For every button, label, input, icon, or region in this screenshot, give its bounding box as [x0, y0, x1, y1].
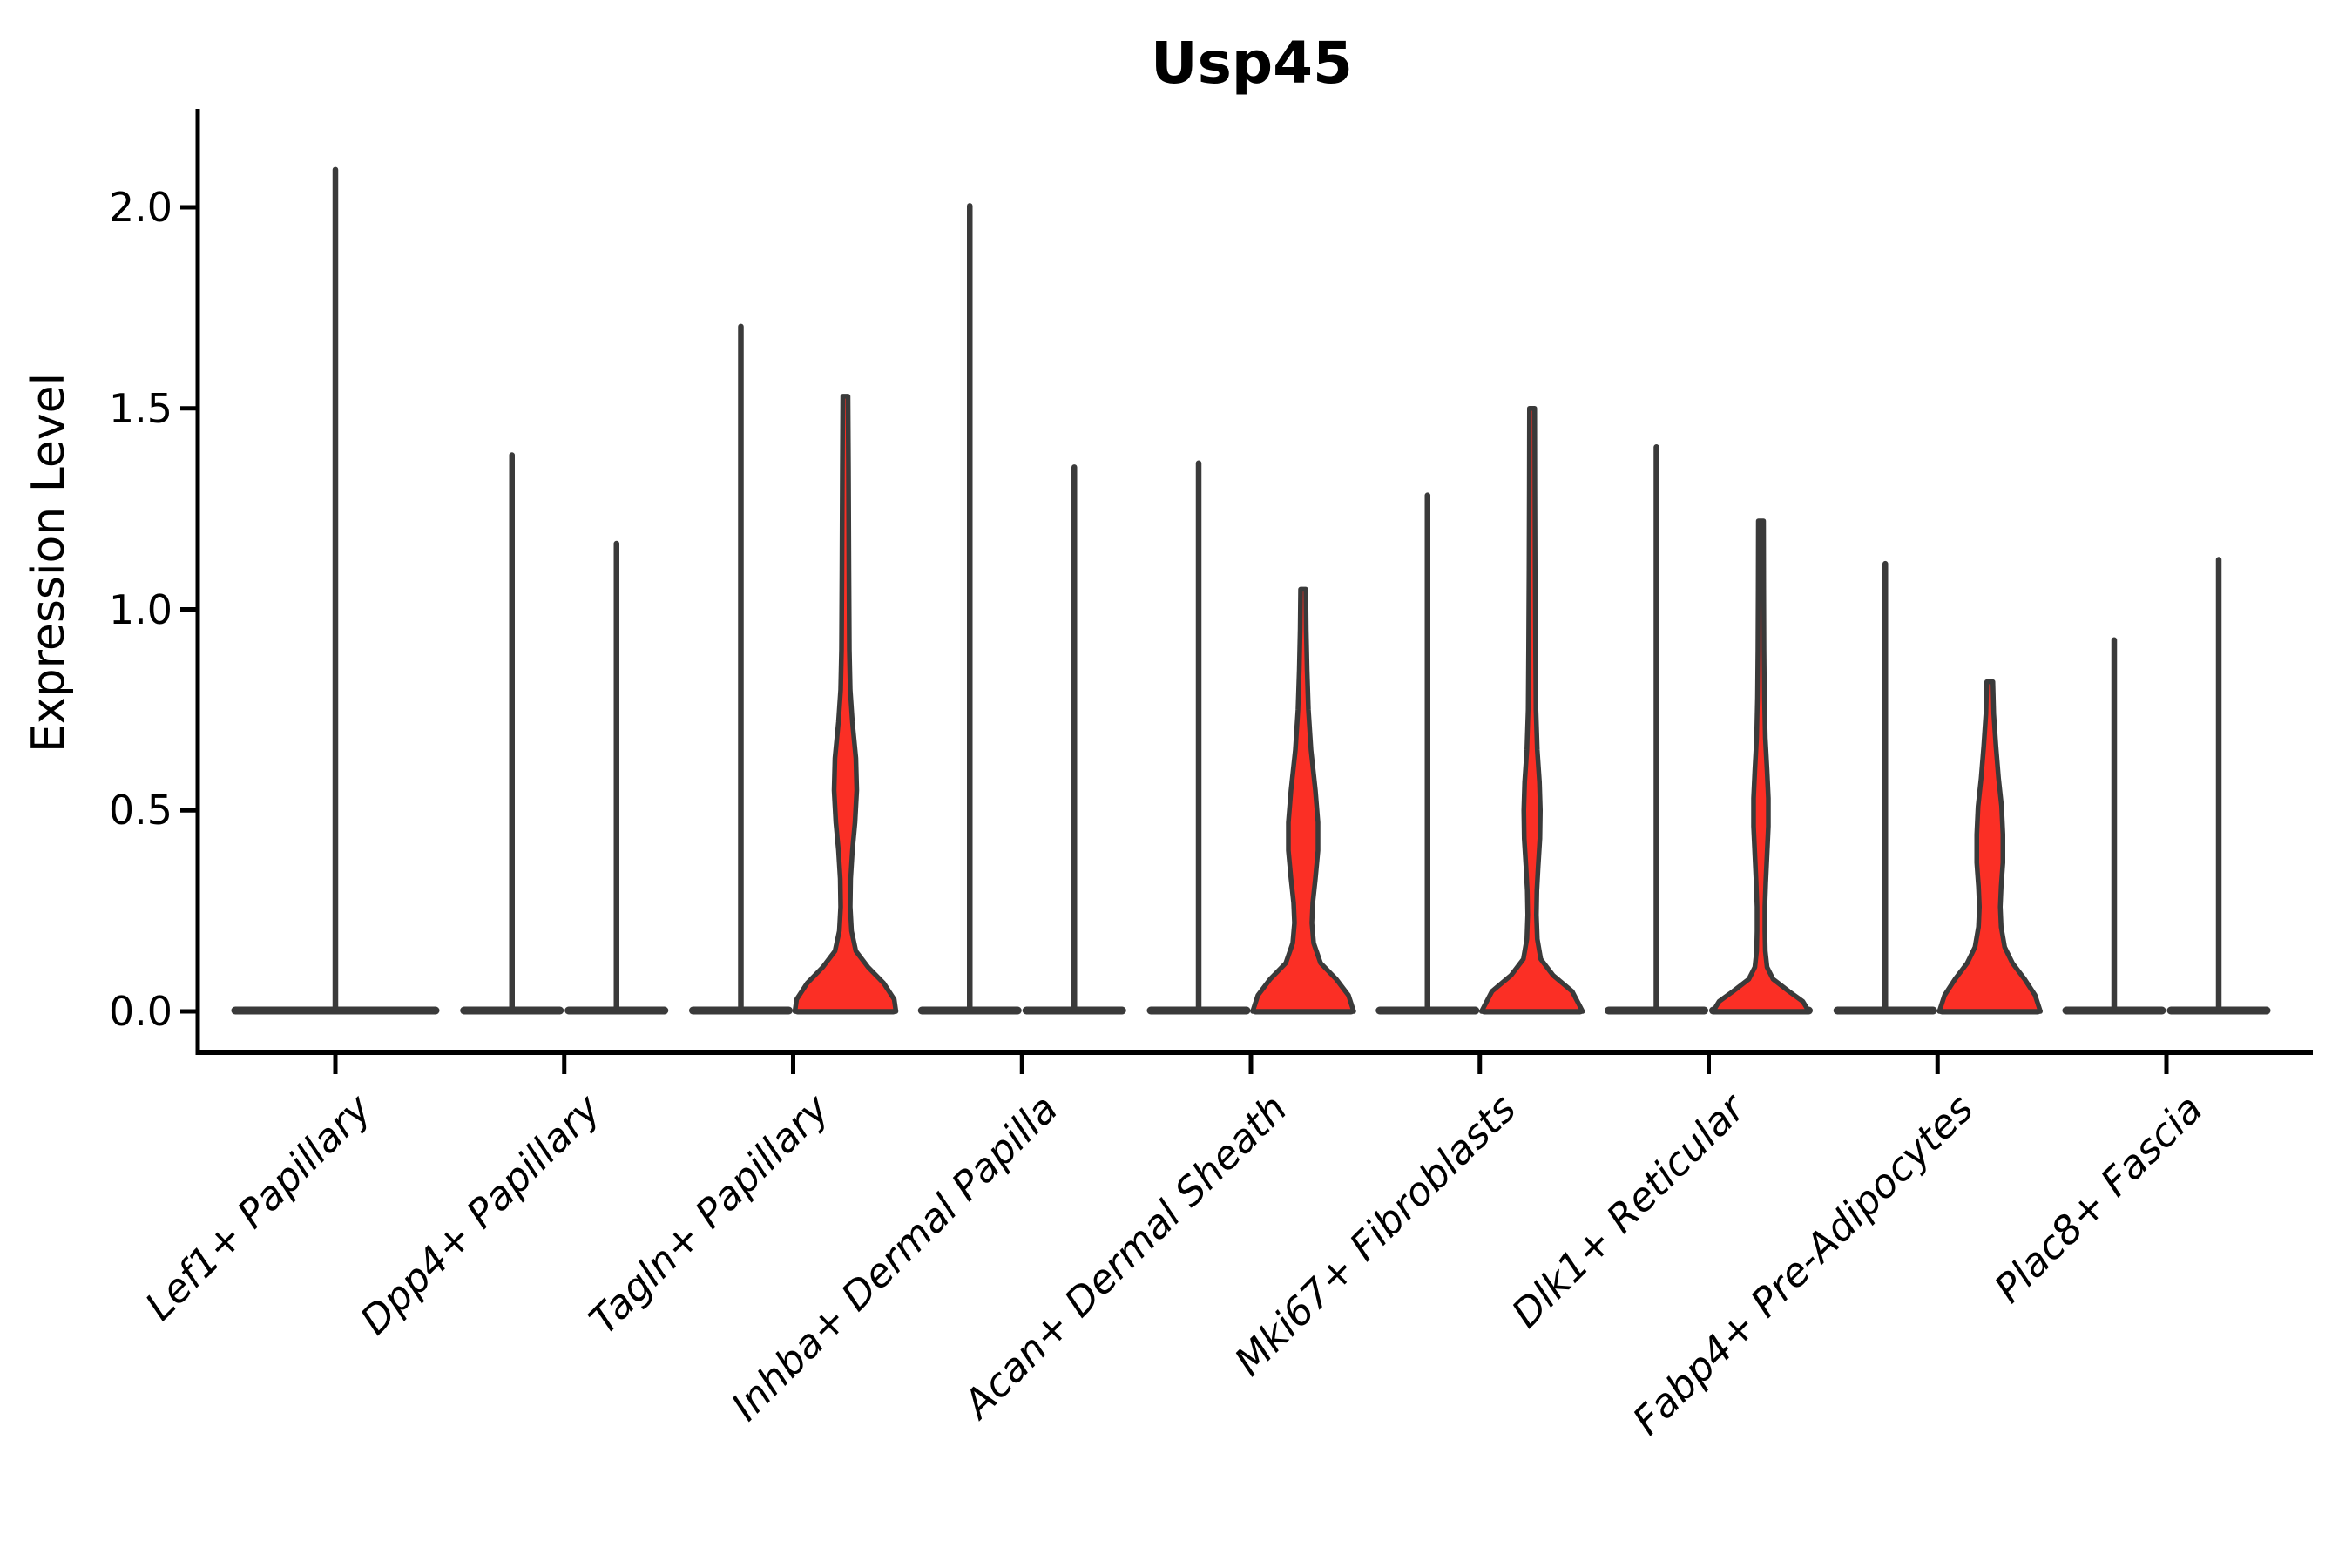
violin-filled-tagln-papillary-right	[792, 394, 899, 1014]
chart-title: Usp45	[1151, 30, 1353, 97]
violin-filled-mki67-fibroblasts-right	[1479, 406, 1585, 1014]
y-tick-label: 1.0	[108, 585, 172, 633]
violin-filled-fabp4-pre-adipocytes-right	[1936, 679, 2043, 1014]
violin-filled-dlk1-reticular-right	[1710, 518, 1812, 1014]
y-tick-label: 0.5	[108, 787, 172, 835]
y-tick-label: 2.0	[108, 184, 172, 231]
violin-filled-acan-dermal-sheath-right	[1250, 586, 1356, 1014]
y-tick-label: 0.0	[108, 988, 172, 1035]
y-tick-label: 1.5	[108, 384, 172, 432]
